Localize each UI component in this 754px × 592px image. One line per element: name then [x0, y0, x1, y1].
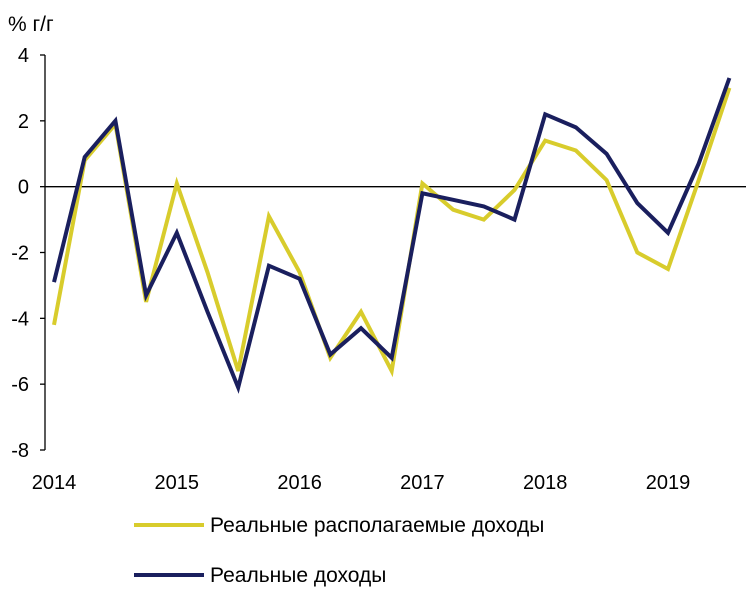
- y-axis-ticks: 4 2 0 -2 -4 -6 -8: [11, 45, 45, 462]
- x-tick-label: 2017: [400, 472, 445, 494]
- y-tick-label: -8: [11, 440, 29, 462]
- x-axis-ticks: 2014 2015 2016 2017 2018 2019: [32, 472, 691, 494]
- series-line-0: [52, 87, 732, 378]
- y-tick-label: -4: [11, 308, 29, 330]
- series-lines: [52, 77, 732, 394]
- legend: Реальные располагаемые доходы Реальные до…: [134, 514, 544, 587]
- series-line-1: [52, 77, 732, 394]
- y-tick-label: 4: [18, 45, 29, 67]
- legend-label-0: Реальные располагаемые доходы: [210, 514, 544, 537]
- y-tick-label: -2: [11, 243, 29, 265]
- x-tick-label: 2015: [155, 472, 200, 494]
- x-tick-label: 2018: [523, 472, 568, 494]
- legend-label-1: Реальные доходы: [210, 564, 386, 587]
- x-tick-label: 2014: [32, 472, 77, 494]
- x-tick-label: 2019: [646, 472, 691, 494]
- y-unit-label: % г/г: [8, 13, 54, 36]
- x-tick-label: 2016: [277, 472, 322, 494]
- y-tick-label: -6: [11, 374, 29, 396]
- y-tick-label: 2: [18, 111, 29, 133]
- y-tick-label: 0: [18, 177, 29, 199]
